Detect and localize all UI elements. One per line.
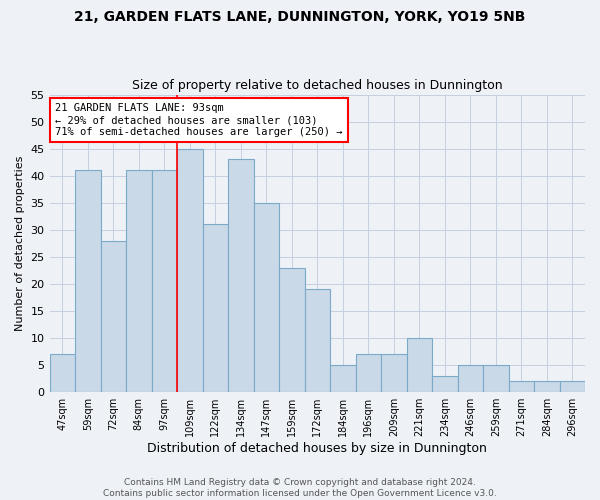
Bar	[279, 268, 305, 392]
Bar	[483, 365, 509, 392]
X-axis label: Distribution of detached houses by size in Dunnington: Distribution of detached houses by size …	[148, 442, 487, 455]
Text: Contains HM Land Registry data © Crown copyright and database right 2024.
Contai: Contains HM Land Registry data © Crown c…	[103, 478, 497, 498]
Text: 21, GARDEN FLATS LANE, DUNNINGTON, YORK, YO19 5NB: 21, GARDEN FLATS LANE, DUNNINGTON, YORK,…	[74, 10, 526, 24]
Title: Size of property relative to detached houses in Dunnington: Size of property relative to detached ho…	[132, 79, 503, 92]
Bar	[509, 382, 534, 392]
Bar	[407, 338, 432, 392]
Bar	[381, 354, 407, 392]
Bar	[50, 354, 75, 392]
Bar	[458, 365, 483, 392]
Bar	[101, 240, 126, 392]
Bar	[203, 224, 228, 392]
Bar	[534, 382, 560, 392]
Bar	[254, 203, 279, 392]
Bar	[560, 382, 585, 392]
Bar	[432, 376, 458, 392]
Bar	[305, 290, 330, 392]
Bar	[177, 148, 203, 392]
Bar	[152, 170, 177, 392]
Bar	[75, 170, 101, 392]
Y-axis label: Number of detached properties: Number of detached properties	[15, 156, 25, 331]
Text: 21 GARDEN FLATS LANE: 93sqm
← 29% of detached houses are smaller (103)
71% of se: 21 GARDEN FLATS LANE: 93sqm ← 29% of det…	[55, 104, 343, 136]
Bar	[330, 365, 356, 392]
Bar	[228, 160, 254, 392]
Bar	[126, 170, 152, 392]
Bar	[356, 354, 381, 392]
